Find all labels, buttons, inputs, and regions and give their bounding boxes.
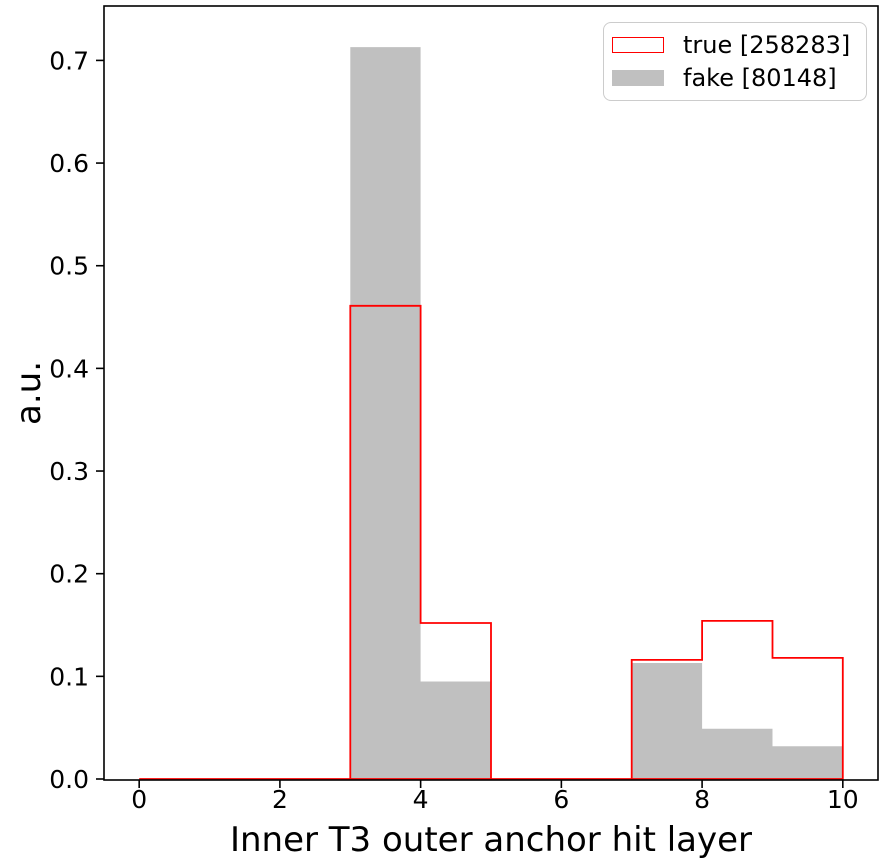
legend-label-true: true [258283] [683, 31, 851, 60]
x-tick-label: 0 [131, 785, 147, 814]
x-tick-label: 4 [413, 785, 429, 814]
y-tick-label: 0.5 [49, 252, 89, 281]
legend-label-fake: fake [80148] [683, 63, 837, 92]
y-tick-label: 0.0 [49, 765, 89, 794]
legend-item-true: true [258283] [612, 33, 858, 57]
true-series-outline [139, 304, 844, 780]
y-axis-label: a.u. [9, 361, 49, 425]
x-tick-label: 6 [553, 785, 569, 814]
y-tick-label: 0.3 [49, 457, 89, 486]
y-tick-label: 0.7 [49, 46, 89, 75]
plot-border [103, 5, 879, 781]
fake-series-swatch-icon [612, 69, 664, 86]
x-axis-label: Inner T3 outer anchor hit layer [229, 820, 753, 860]
y-tick-label: 0.6 [49, 149, 89, 178]
legend: true [258283] fake [80148] [603, 22, 867, 101]
y-tick-label: 0.1 [49, 662, 89, 691]
legend-item-fake: fake [80148] [612, 66, 858, 90]
y-tick-label: 0.2 [49, 560, 89, 589]
true-series-swatch-icon [612, 37, 664, 54]
x-tick-label: 8 [694, 785, 710, 814]
x-tick-label: 10 [827, 785, 859, 814]
x-tick-label: 2 [272, 785, 288, 814]
y-tick-label: 0.4 [49, 354, 89, 383]
